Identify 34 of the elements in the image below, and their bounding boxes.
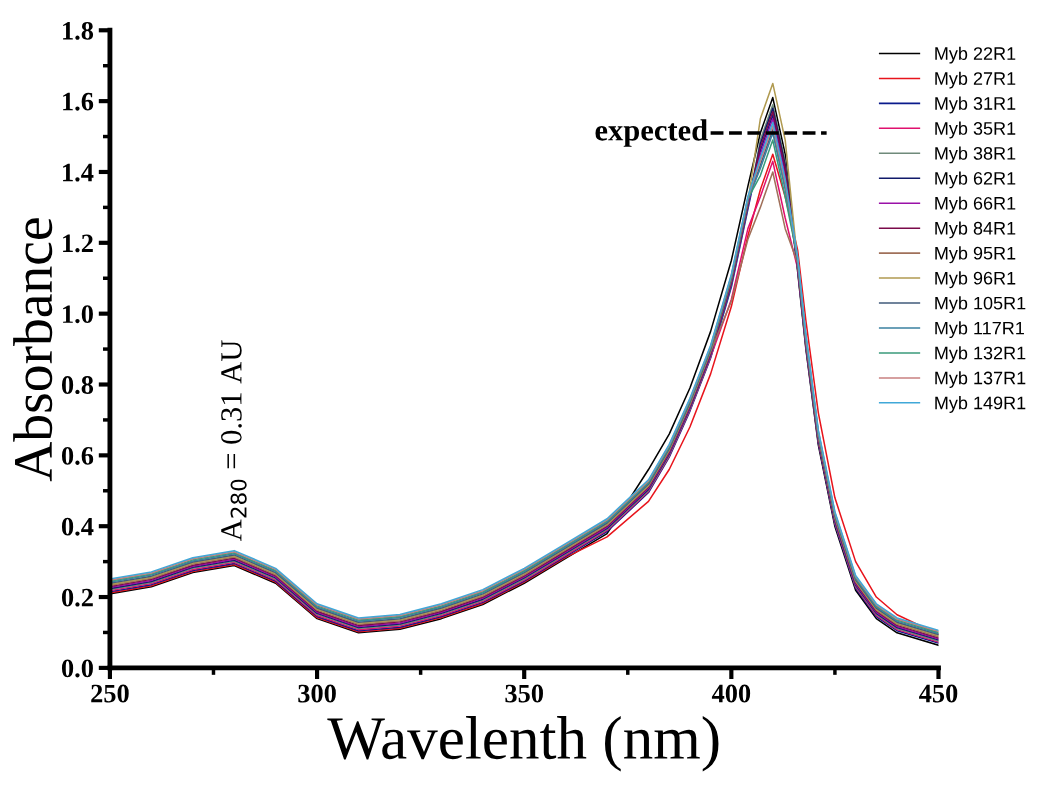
legend-label: Myb 27R1 <box>935 71 1016 89</box>
y-tick-label: 0.4 <box>61 517 94 536</box>
legend-label: Myb 22R1 <box>935 46 1016 64</box>
y-tick-label: 0.0 <box>61 659 93 678</box>
x-tick-label: 350 <box>505 684 543 703</box>
legend-label: Myb 38R1 <box>935 146 1016 164</box>
y-tick-label: 0.6 <box>61 446 94 465</box>
legend-label: Myb 95R1 <box>935 246 1016 264</box>
legend-label: Myb 31R1 <box>935 96 1016 114</box>
legend-label: Myb 137R1 <box>935 371 1026 388</box>
x-tick-label: 450 <box>919 684 958 703</box>
legend-label: Myb 62R1 <box>935 171 1016 189</box>
ref-line-label: expected <box>595 119 708 147</box>
y-tick-label: 1.0 <box>63 305 93 324</box>
legend-label: Myb 105R1 <box>935 296 1026 314</box>
y-tick-label: 1.8 <box>63 21 94 40</box>
legend-label: Myb 35R1 <box>935 121 1016 139</box>
x-tick-label: 250 <box>91 684 129 703</box>
y-tick-label: 1.6 <box>63 92 94 111</box>
annotation: A$_{280}$ = 0.31 AU <box>221 340 247 542</box>
legend-label: Myb 117R1 <box>935 321 1024 339</box>
x-axis-title: Wavelenth (nm) <box>327 716 719 772</box>
y-tick-label: 1.2 <box>63 234 93 253</box>
legend-label: Myb 149R1 <box>935 396 1026 413</box>
legend-label: Myb 66R1 <box>935 196 1016 214</box>
legend-label: Myb 84R1 <box>935 221 1016 239</box>
x-tick-label: 400 <box>711 684 751 703</box>
legend-label: Myb 96R1 <box>935 271 1016 289</box>
y-axis-title: Absorbance <box>13 218 53 482</box>
y-tick-label: 0.8 <box>61 376 94 395</box>
legend-label: Myb 132R1 <box>935 346 1026 363</box>
x-tick-label: 300 <box>298 684 336 703</box>
y-tick-label: 1.4 <box>63 163 94 182</box>
y-tick-label: 0.2 <box>61 588 93 607</box>
